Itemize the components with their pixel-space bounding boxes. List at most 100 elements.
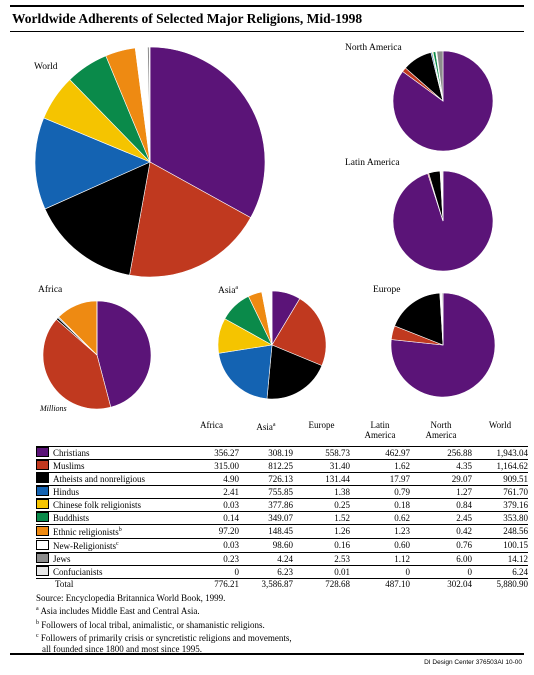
chart-title: Worldwide Adherents of Selected Major Re… xyxy=(12,11,363,26)
cell-africa: 0.03 xyxy=(223,499,239,510)
cell-asia: 308.19 xyxy=(268,447,293,458)
cell-latin-america: 1.23 xyxy=(394,526,410,536)
cell-asia: 726.13 xyxy=(268,473,293,484)
cell-north-america: 0.42 xyxy=(456,526,472,536)
source-note: Source: Encyclopedia Britannica World Bo… xyxy=(36,593,226,603)
pie-slice-world-confucianists xyxy=(148,46,151,163)
cell-asia: 148.45 xyxy=(268,526,293,536)
column-header-asia: Asiaa xyxy=(256,422,276,432)
cell-europe: 1.52 xyxy=(334,512,350,523)
pie-label-africa: Africa xyxy=(38,285,63,295)
cell-north-america: 0 xyxy=(467,566,473,577)
cell-asia: 349.07 xyxy=(268,512,293,523)
top-rule xyxy=(10,5,524,7)
cell-europe: 1.26 xyxy=(334,526,350,536)
cell-world: 100.15 xyxy=(503,540,528,550)
row-label: Confucianists xyxy=(36,566,184,579)
cell-latin-america: 1.12 xyxy=(394,553,410,564)
row-label: Ethnic religionistsb xyxy=(36,525,184,539)
legend-swatch-hindus xyxy=(36,486,49,496)
pie-slice-africa-muslims xyxy=(42,318,112,410)
cell-asia: 755.85 xyxy=(268,486,293,497)
footnote-b: b Followers of local tribal, animalistic… xyxy=(36,619,265,630)
pie-slice-europe-christians xyxy=(390,292,496,398)
table-row-chinese-folk-religionists: Chinese folk religionists 0.03 377.86 0.25 0… xyxy=(36,498,528,512)
cell-world: 909.51 xyxy=(503,473,528,484)
pie-world xyxy=(34,46,266,278)
table-row-buddhists: Buddhists 0.14 349.07 1.52 0.62 2.45 353.80 xyxy=(36,511,528,525)
pie-label-north-america: North America xyxy=(345,43,402,53)
pie-slice-world-muslims xyxy=(129,161,252,278)
cell-north-america: 0.84 xyxy=(456,499,472,510)
cell-latin-america: 0 xyxy=(405,566,411,577)
row-label: Chinese folk religionists xyxy=(36,499,184,512)
units-label: Millions xyxy=(40,404,67,413)
row-label: New-Religionistsc xyxy=(36,539,184,553)
cell-latin-america: 1.62 xyxy=(394,460,410,471)
cell-world: 1,943.04 xyxy=(496,447,529,458)
pie-latin-america xyxy=(392,170,494,272)
column-header-world: World xyxy=(488,420,512,430)
cell-africa: 0.14 xyxy=(223,512,239,523)
cell-africa: 315.00 xyxy=(214,460,239,471)
cell-world: 1,164.62 xyxy=(496,460,529,471)
cell-latin-america: 0.60 xyxy=(394,540,410,550)
pie-europe xyxy=(390,292,496,398)
pie-slice-europe-atheists-and-nonreligious xyxy=(394,292,444,346)
cell-total-world: 5,880.90 xyxy=(496,579,529,590)
footnote-c-cont: all founded since 1800 and most since 19… xyxy=(42,644,202,655)
bottom-rule xyxy=(10,653,524,655)
cell-latin-america: 0.79 xyxy=(394,486,410,497)
cell-asia: 6.23 xyxy=(277,566,293,577)
pie-slice-world-christians xyxy=(149,46,266,219)
cell-north-america: 256.88 xyxy=(447,447,472,458)
cell-europe: 0.25 xyxy=(334,499,350,510)
cell-north-america: 2.45 xyxy=(456,512,472,523)
cell-world: 248.56 xyxy=(503,526,528,536)
legend-swatch-muslims xyxy=(36,460,49,470)
table-row-christians: Christians 356.27 308.19 558.73 462.97 256.88… xyxy=(36,446,529,460)
legend-swatch-atheists-and-nonreligious xyxy=(36,473,49,483)
table-row-ethnic-religionists: Ethnic religionistsb 97.20 148.45 1.26 1.23 0… xyxy=(36,524,528,539)
cell-europe: 0.16 xyxy=(334,540,350,550)
cell-africa: 0 xyxy=(234,566,240,577)
cell-north-america: 1.27 xyxy=(456,486,472,497)
cell-world: 379.16 xyxy=(503,499,528,510)
pie-slice-world-hindus xyxy=(34,117,151,210)
footnote-a: a Asia includes Middle East and Central … xyxy=(36,606,200,617)
row-label: Christians xyxy=(36,447,184,460)
pie-north-america xyxy=(392,50,494,152)
table-row-confucianists: Confucianists 0 6.23 0.01 0 0 6.24 xyxy=(36,565,528,579)
cell-world: 14.12 xyxy=(507,553,528,564)
pie-label-europe: Europe xyxy=(373,285,401,295)
legend-swatch-buddhists xyxy=(36,512,49,522)
pie-slice-asia-confucianists xyxy=(271,290,273,346)
row-label: Total xyxy=(55,579,74,590)
cell-asia: 812.25 xyxy=(268,460,293,471)
pie-label-world: World xyxy=(34,62,58,72)
cell-world: 761.70 xyxy=(503,486,528,497)
pie-slice-latin-america-jews xyxy=(441,170,444,222)
column-header-europe: Europe xyxy=(308,420,335,430)
cell-asia: 4.24 xyxy=(277,553,293,564)
cell-europe: 131.44 xyxy=(325,473,350,484)
cell-north-america: 0.76 xyxy=(456,540,472,550)
legend-swatch-new-religionists xyxy=(36,540,49,550)
legend-swatch-ethnic-religionists xyxy=(36,526,49,536)
table-row-atheists-and-nonreligious: Atheists and nonreligious 4.90 726.13 131.4… xyxy=(36,472,528,486)
pie-label-latin-america: Latin America xyxy=(345,158,400,168)
table-row-new-religionists: New-Religionistsc 0.03 98.60 0.16 0.60 0.76 10… xyxy=(36,538,528,553)
legend-swatch-christians xyxy=(36,447,49,457)
table-body: Christians 356.27 308.19 558.73 462.97 256.88… xyxy=(36,446,529,591)
cell-latin-america: 0.18 xyxy=(394,499,410,510)
footnotes: Source: Encyclopedia Britannica World Bo… xyxy=(36,593,292,655)
pie-label-asia: Asiaa xyxy=(218,285,239,297)
cell-europe: 1.38 xyxy=(334,486,350,497)
title-rule xyxy=(10,31,524,32)
cell-world: 353.80 xyxy=(503,512,528,523)
cell-asia: 377.86 xyxy=(268,499,293,510)
table-row-total: Total 776.21 3,586.87 728.68 487.10 302.04 5,8… xyxy=(36,578,529,591)
cell-europe: 2.53 xyxy=(334,553,350,564)
data-table: Africa Asiaa Europe Latin America North Americ… xyxy=(36,420,528,591)
pie-charts xyxy=(34,46,496,410)
